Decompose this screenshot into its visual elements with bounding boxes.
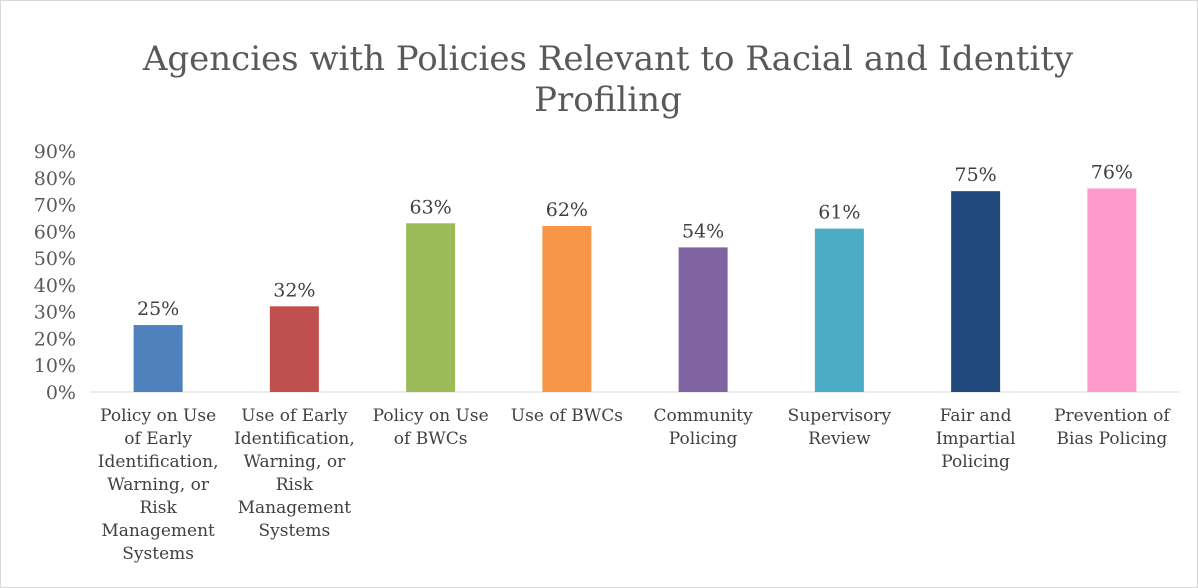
- data-label: 75%: [955, 164, 997, 186]
- bar: [678, 247, 728, 392]
- category-label: Prevention of Bias Policing: [1054, 406, 1171, 449]
- y-tick-label: 0%: [46, 382, 76, 404]
- category-label: Community Policing: [653, 406, 753, 449]
- y-tick-label: 10%: [34, 355, 76, 377]
- category-label: Use of BWCs: [511, 406, 623, 426]
- data-label: 32%: [273, 279, 315, 301]
- bar: [542, 225, 592, 392]
- y-tick-label: 70%: [34, 195, 76, 217]
- data-label: 25%: [137, 298, 179, 320]
- data-label: 62%: [546, 199, 588, 221]
- bars: [133, 188, 1137, 392]
- data-labels: 25% 32% 63% 62% 54% 61% 75% 76%: [137, 161, 1133, 320]
- bar: [951, 191, 1001, 392]
- y-tick-label: 80%: [34, 168, 76, 190]
- y-tick-label: 20%: [34, 328, 76, 350]
- category-labels: Policy on Use of Early Identification, Warn…: [98, 406, 1172, 564]
- chart-title-line: Agencies with Policies Relevant to Racia…: [142, 39, 1074, 79]
- category-label: Fair and Impartial Policing: [936, 406, 1016, 472]
- category-label: Policy on Use of Early Identification, Warn…: [98, 406, 219, 564]
- bar: [133, 325, 183, 392]
- y-tick-label: 40%: [34, 275, 76, 297]
- bar: [1087, 188, 1137, 392]
- category-label: Policy on Use of BWCs: [373, 406, 489, 449]
- y-axis: 0% 10% 20% 30% 40% 50% 60% 70% 80% 90%: [34, 141, 76, 404]
- y-tick-label: 90%: [34, 141, 76, 163]
- category-label: Use of Early Identification, Warning, or Ri…: [234, 406, 355, 541]
- bar: [406, 223, 456, 392]
- y-tick-label: 30%: [34, 302, 76, 324]
- data-label: 61%: [818, 202, 860, 224]
- y-tick-label: 50%: [34, 248, 76, 270]
- bar: [814, 228, 864, 392]
- bar: [269, 306, 319, 392]
- chart-title: Agencies with Policies Relevant to Racia…: [142, 39, 1074, 120]
- data-label: 76%: [1091, 161, 1133, 183]
- data-label: 63%: [410, 196, 452, 218]
- category-label: Supervisory Review: [788, 406, 892, 449]
- chart-title-line: Profiling: [534, 80, 682, 120]
- data-label: 54%: [682, 220, 724, 242]
- y-tick-label: 60%: [34, 221, 76, 243]
